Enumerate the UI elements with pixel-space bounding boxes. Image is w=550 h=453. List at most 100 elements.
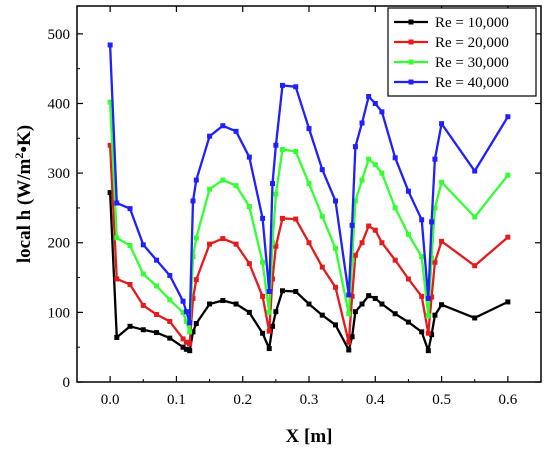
data-point (372, 162, 378, 168)
data-point (266, 309, 272, 315)
data-point (419, 254, 425, 260)
data-point (352, 252, 358, 258)
data-point (273, 142, 279, 148)
data-point (183, 309, 189, 315)
legend-swatch-marker (408, 39, 414, 45)
legend-swatch-marker (408, 59, 414, 65)
data-point (279, 215, 285, 221)
data-point (154, 311, 160, 317)
data-point (190, 198, 196, 204)
data-point (379, 301, 385, 307)
data-point (432, 259, 438, 265)
y-axis-title-end: •K) (14, 125, 35, 153)
series-line (108, 192, 509, 352)
x-tick-label: 0.0 (101, 392, 120, 408)
data-point (359, 240, 365, 246)
data-point (207, 301, 213, 307)
data-point (429, 255, 435, 261)
y-axis-title: local h (W/m2•K) (12, 125, 35, 263)
data-point (246, 154, 252, 160)
data-point (220, 177, 226, 183)
data-point (140, 327, 146, 333)
data-point (183, 346, 189, 352)
data-point (246, 261, 252, 267)
data-point (306, 240, 312, 246)
data-point (260, 330, 266, 336)
data-point (114, 276, 120, 282)
data-point (425, 295, 431, 301)
data-point (352, 198, 358, 204)
data-point (140, 302, 146, 308)
data-point (372, 295, 378, 301)
y-axis-title-superscript: 2 (12, 153, 26, 159)
data-point (379, 109, 385, 115)
data-point (505, 114, 511, 120)
data-point (270, 181, 276, 187)
data-point (233, 241, 239, 247)
data-point (273, 243, 279, 249)
data-point (472, 168, 478, 174)
data-point (114, 334, 120, 340)
data-point (293, 84, 299, 90)
x-tick-label: 0.2 (233, 392, 252, 408)
x-axis-title: X [m] (286, 426, 333, 447)
data-point (319, 213, 325, 219)
data-point (352, 144, 358, 150)
data-point (319, 312, 325, 318)
data-point (193, 235, 199, 241)
data-point (273, 191, 279, 197)
data-point (429, 219, 435, 225)
data-point (439, 238, 445, 244)
data-point (379, 170, 385, 176)
data-point (190, 295, 196, 301)
x-tick-label: 0.5 (432, 392, 451, 408)
data-point (432, 312, 438, 318)
data-point (183, 339, 189, 345)
data-point (359, 120, 365, 126)
y-tick-label: 400 (48, 96, 71, 112)
data-point (207, 133, 213, 139)
data-point (193, 321, 199, 327)
data-point (346, 339, 352, 345)
data-point (266, 346, 272, 352)
data-point (293, 288, 299, 294)
data-point (419, 217, 425, 223)
data-point (432, 156, 438, 162)
data-point (190, 254, 196, 260)
axes: 0.0 0.1 0.2 0.3 0.4 0.5 0.6 0 100 200 300 400 500 (48, 5, 542, 408)
data-point (472, 263, 478, 269)
data-point (107, 42, 113, 48)
data-point (246, 309, 252, 315)
data-point (114, 235, 120, 241)
data-point (167, 335, 173, 341)
legend-label: Re = 20,000 (435, 35, 509, 51)
data-point (333, 245, 339, 251)
data-point (279, 82, 285, 88)
data-point (439, 179, 445, 185)
data-point (107, 190, 113, 196)
data-point (505, 234, 511, 240)
series-2 (107, 142, 511, 347)
data-point (425, 348, 431, 354)
x-tick-label: 0.3 (300, 392, 319, 408)
data-point (154, 283, 160, 289)
data-point (472, 315, 478, 321)
legend-swatch-marker (408, 79, 414, 85)
y-axis-title-main: local h (W/m (14, 158, 35, 263)
data-point (270, 240, 276, 246)
data-point (233, 301, 239, 307)
data-point (140, 271, 146, 277)
data-point (319, 167, 325, 173)
y-tick-label: 100 (48, 305, 71, 321)
data-point (425, 330, 431, 336)
data-point (167, 318, 173, 324)
data-point (392, 155, 398, 161)
y-tick-label: 0 (63, 375, 71, 391)
data-point (187, 329, 193, 335)
data-point (333, 284, 339, 290)
data-point (180, 298, 186, 304)
data-point (419, 293, 425, 299)
data-point (306, 301, 312, 307)
data-point (167, 272, 173, 278)
series-layer (107, 42, 511, 354)
